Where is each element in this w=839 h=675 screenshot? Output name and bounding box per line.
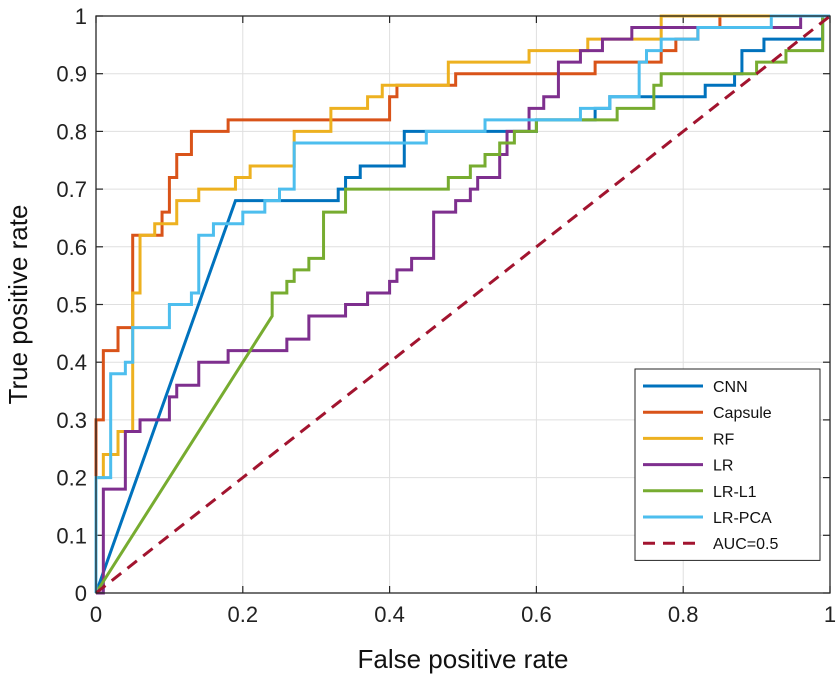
legend-item: LR-PCA xyxy=(643,510,772,527)
y-axis-title: True positive rate xyxy=(3,205,33,405)
y-tick-label: 0.3 xyxy=(56,408,87,433)
x-tick-labels: 0 0.2 0.4 0.6 0.8 1 xyxy=(90,602,836,627)
legend-label: LR-L1 xyxy=(713,484,757,501)
x-tick-label: 0.8 xyxy=(668,602,699,627)
y-tick-label: 1 xyxy=(75,4,87,29)
series-lines xyxy=(94,14,831,595)
legend-label: RF xyxy=(713,431,735,448)
legend: CNN Capsule RF LR LR-L1 LR-PCA AUC=0.5 xyxy=(634,368,821,561)
y-tick-label: 0.7 xyxy=(56,177,87,202)
x-tick-label: 1 xyxy=(824,602,836,627)
x-tick-label: 0.2 xyxy=(228,602,259,627)
y-tick-label: 0.8 xyxy=(56,119,87,144)
series-line-capsule xyxy=(94,14,830,593)
legend-label: Capsule xyxy=(713,405,772,422)
y-tick-label: 0.5 xyxy=(56,293,87,318)
x-axis-title: False positive rate xyxy=(358,644,569,674)
y-tick-label: 0 xyxy=(75,581,87,606)
legend-item: RF xyxy=(643,431,735,448)
legend-item: LR xyxy=(643,458,733,475)
x-tick-label: 0 xyxy=(90,602,102,627)
series-line-cnn xyxy=(94,14,830,594)
y-tick-label: 0.1 xyxy=(56,523,87,548)
legend-item: Capsule xyxy=(643,405,772,422)
legend-item: CNN xyxy=(643,379,748,396)
legend-item: LR-L1 xyxy=(643,484,757,501)
legend-label: CNN xyxy=(713,379,748,396)
series-line-lr-l1 xyxy=(94,14,830,594)
y-tick-label: 0.9 xyxy=(56,62,87,87)
x-tick-label: 0.6 xyxy=(521,602,552,627)
y-tick-label: 0.4 xyxy=(56,350,87,375)
y-tick-label: 0.2 xyxy=(56,466,87,491)
legend-item: AUC=0.5 xyxy=(643,536,778,553)
y-tick-labels: 0 0.1 0.2 0.3 0.4 0.5 0.6 0.7 0.8 0.9 1 xyxy=(56,4,87,606)
legend-label: LR xyxy=(713,458,733,475)
x-tick-label: 0.4 xyxy=(374,602,405,627)
series-line-auc-0-5 xyxy=(95,14,831,595)
y-tick-label: 0.6 xyxy=(56,235,87,260)
plot-frame xyxy=(95,15,831,594)
series-line-lr-pca xyxy=(94,14,830,593)
legend-label: AUC=0.5 xyxy=(713,536,778,553)
series-line-lr xyxy=(96,14,830,595)
legend-label: LR-PCA xyxy=(713,510,772,527)
